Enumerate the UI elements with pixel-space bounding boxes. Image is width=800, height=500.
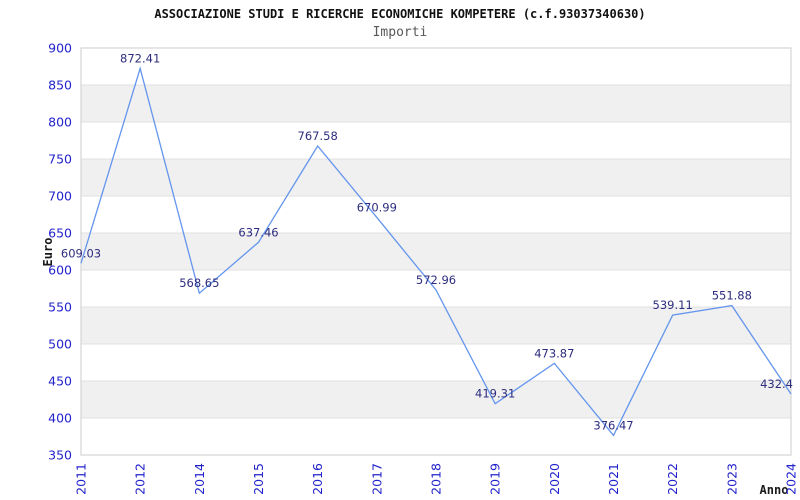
data-label: 609.03 (61, 246, 101, 260)
x-tick-label: 2021 (606, 463, 621, 495)
x-tick-label: 2012 (133, 463, 148, 495)
data-label: 432.4 (760, 377, 793, 391)
x-tick-label: 2019 (488, 463, 503, 495)
y-tick-label: 900 (48, 41, 72, 56)
x-tick-label: 2020 (547, 463, 562, 495)
x-tick-label: 2014 (192, 463, 207, 495)
y-tick-label: 650 (48, 226, 72, 241)
data-label: 473.87 (534, 346, 574, 360)
y-tick-label: 450 (48, 374, 72, 389)
data-line (80, 66, 792, 437)
chart-title: ASSOCIAZIONE STUDI E RICERCHE ECONOMICHE… (154, 7, 646, 21)
x-tick-label: 2015 (251, 463, 266, 495)
grid-band (81, 159, 791, 196)
data-label: 539.11 (653, 298, 693, 312)
y-tick-label: 600 (48, 263, 72, 278)
data-label: 872.41 (120, 51, 160, 65)
data-label: 670.99 (357, 200, 397, 214)
y-tick-label: 350 (48, 448, 72, 463)
x-tick-label: 2011 (74, 463, 89, 495)
grid-band (81, 85, 791, 122)
grid-band (81, 233, 791, 270)
y-tick-label: 850 (48, 78, 72, 93)
y-tick-label: 500 (48, 337, 72, 352)
y-tick-label: 750 (48, 152, 72, 167)
data-label: 637.46 (238, 225, 278, 239)
grid-band (81, 307, 791, 344)
x-tick-label: 2024 (784, 463, 799, 495)
data-label: 572.96 (416, 273, 456, 287)
y-tick-label: 550 (48, 300, 72, 315)
y-tick-label: 800 (48, 115, 72, 130)
grid-band (81, 381, 791, 418)
y-tick-label: 700 (48, 189, 72, 204)
x-tick-label: 2023 (724, 463, 739, 495)
chart-subtitle: Importi (372, 25, 428, 40)
plot-border (80, 47, 792, 456)
data-label: 376.47 (593, 418, 633, 432)
data-label: 419.31 (475, 387, 515, 401)
data-label: 767.58 (298, 129, 338, 143)
data-label: 551.88 (712, 289, 752, 303)
x-tick-label: 2022 (665, 463, 680, 495)
x-tick-label: 2018 (429, 463, 444, 495)
x-tick-label: 2017 (369, 463, 384, 495)
x-tick-label: 2016 (310, 463, 325, 495)
x-axis-title: Anno (759, 483, 789, 497)
y-tick-label: 400 (48, 411, 72, 426)
data-label: 568.65 (179, 276, 219, 290)
